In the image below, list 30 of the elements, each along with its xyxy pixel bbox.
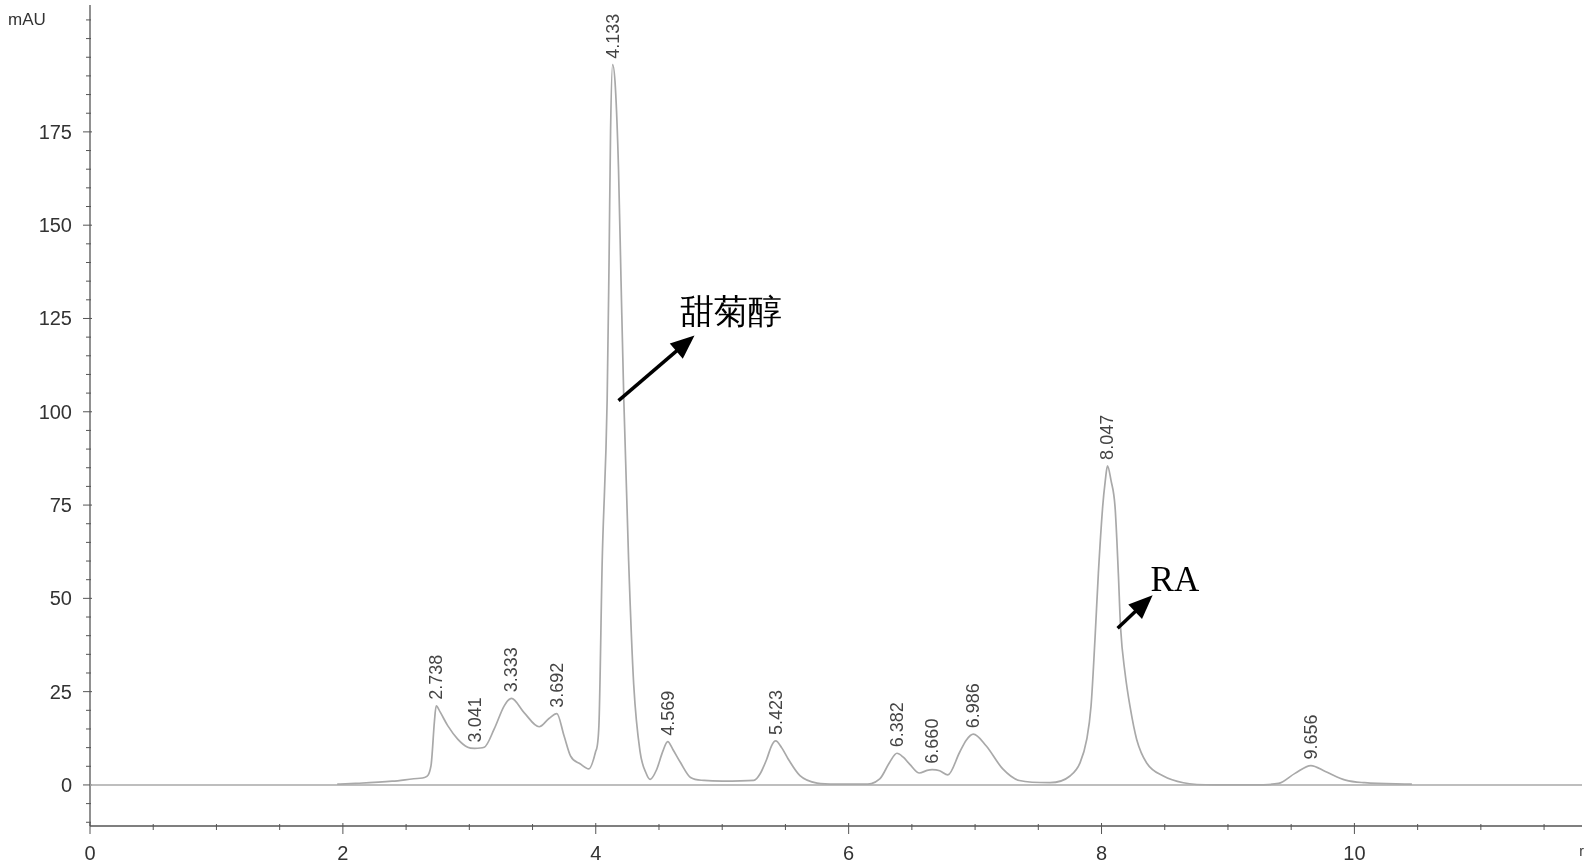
y-tick-label: 75 — [49, 494, 72, 517]
annotation: 6.382 — [886, 702, 907, 748]
y-axis-title: mAU — [8, 10, 46, 29]
annotation: 2.738 — [426, 654, 447, 700]
annotation: 9.656 — [1300, 714, 1321, 760]
x-tick-label: 4 — [590, 842, 602, 864]
annotation: RA — [1150, 560, 1200, 600]
annotation: 3.041 — [464, 697, 485, 743]
y-tick-label: 125 — [38, 307, 72, 330]
annotation: 甜菊醇 — [679, 292, 782, 330]
x-tick-label: 6 — [843, 842, 855, 864]
x-tick-label: 2 — [337, 842, 349, 864]
annotation: 4.569 — [657, 690, 678, 736]
annotation: 5.423 — [765, 689, 786, 735]
annotation: 8.047 — [1097, 414, 1118, 460]
x-tick-label: 0 — [84, 842, 96, 864]
y-tick-label: 50 — [49, 587, 72, 610]
annotation: 3.333 — [501, 647, 522, 693]
x-tick-label: 10 — [1343, 842, 1366, 864]
annotation: 3.692 — [546, 662, 567, 708]
annotation: 4.133 — [602, 13, 623, 59]
annotation: 6.986 — [963, 683, 984, 729]
y-tick-label: 0 — [60, 773, 72, 796]
x-tick-label: 8 — [1095, 842, 1108, 864]
y-tick-label: 25 — [49, 680, 72, 703]
annotation: 6.660 — [922, 718, 943, 764]
y-tick-label: 175 — [38, 120, 72, 143]
x-axis-title: r — [1579, 843, 1585, 859]
y-tick-label: 150 — [38, 214, 72, 237]
y-tick-label: 100 — [38, 400, 72, 423]
